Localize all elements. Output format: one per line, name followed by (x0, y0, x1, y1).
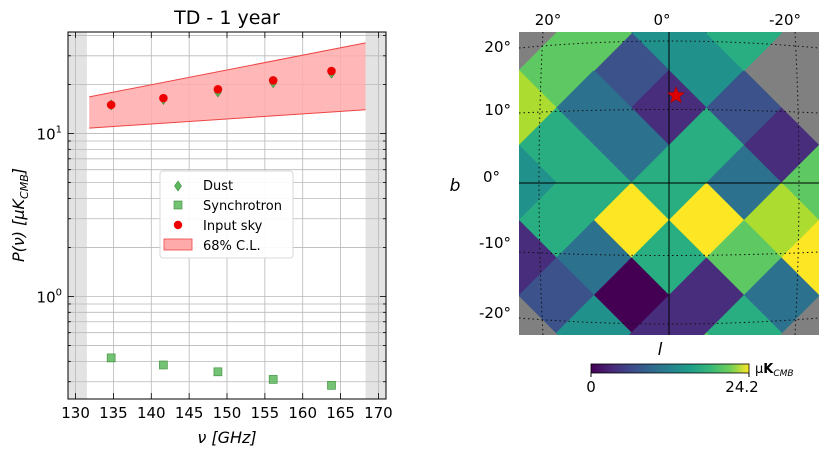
input-sky-point (268, 76, 278, 85)
x-tick-label: 135 (99, 404, 128, 422)
b-tick-20: 20° (484, 38, 511, 56)
legend-synchrotron-marker (173, 200, 183, 210)
x-tick-label: 170 (364, 404, 393, 422)
legend-box (159, 170, 294, 259)
cl-band-upper-edge (89, 42, 366, 98)
b-tick-0: 0° (483, 168, 500, 186)
y-tick-base: 10 (37, 126, 56, 144)
right-map: 20° 0° -20° 20° 10° 0° -10° -20° l b 0 2… (450, 11, 819, 446)
data-points (106, 66, 336, 390)
input-sky-point (106, 100, 116, 110)
input-sky-point (327, 66, 336, 76)
legend-dust-label: Dust (203, 179, 233, 194)
map-pixel (704, 32, 709, 34)
graticule-parallel-10 (519, 109, 819, 114)
cl-band-area (89, 42, 366, 129)
l-tick-minus20: -20° (769, 11, 801, 29)
x-tick-label: 155 (251, 404, 280, 422)
graticule (519, 32, 819, 335)
colorbar-max-label: 24.2 (725, 378, 758, 396)
left-chart: TD - 1 year 130 135 140 145 150 155 160 165 170 1… (9, 7, 393, 447)
map-pixel (555, 32, 633, 72)
legend-synchrotron-label: Synchrotron (203, 199, 282, 214)
graticule-parallel-minus10 (519, 251, 819, 256)
map-pixel (519, 219, 558, 297)
synchrotron-point (159, 360, 168, 370)
input-sky-point (213, 84, 223, 94)
b-tick-minus20: -20° (479, 304, 511, 322)
y-axis-label: P(ν) [μKCMB] (9, 168, 31, 262)
legend-input-sky-marker (173, 220, 183, 230)
b-tick-10: 10° (484, 101, 511, 119)
map-pixel (519, 69, 558, 147)
colorbar-unit: μKCMB (755, 362, 794, 379)
x-tick-label: 160 (288, 404, 317, 422)
synchrotron-point (327, 381, 336, 390)
x-tick-label: 165 (326, 404, 355, 422)
legend-input-sky-label: Input sky (203, 219, 263, 234)
map-x-axis-label: l (658, 340, 663, 360)
shaded-region-0 (68, 32, 87, 399)
legend-dust-marker (174, 180, 182, 192)
legend-cl-marker (163, 238, 193, 251)
map-pixel (705, 294, 783, 335)
graticule-parallel-minus20 (519, 317, 819, 325)
synchrotron-point (213, 367, 223, 377)
map-pixel (632, 371, 707, 446)
map-area (519, 32, 819, 446)
y-tick-exponent: 0 (56, 288, 62, 299)
x-tick-label: 140 (137, 404, 166, 422)
map-pixel (555, 294, 633, 335)
map-pixel (628, 332, 635, 335)
synchrotron-point (106, 353, 116, 363)
y-tick-exponent: 1 (56, 125, 62, 136)
legend-cl-label: 68% C.L. (203, 239, 261, 254)
chart-title: TD - 1 year (173, 7, 280, 29)
input-sky-point (159, 93, 168, 103)
colorbar-gradient (590, 363, 750, 374)
l-tick-0: 0° (653, 11, 670, 29)
x-tick-label: 145 (175, 404, 204, 422)
map-pixel (705, 32, 783, 72)
x-axis-label: ν [GHz] (197, 428, 256, 447)
confidence-band (89, 42, 366, 129)
shaded-regions (68, 32, 386, 399)
l-tick-20: 20° (535, 11, 562, 29)
y-tick-base: 10 (37, 289, 56, 307)
y-tick-label: 101 (37, 125, 62, 144)
graticule-parallel-20 (519, 40, 819, 49)
map-y-axis-label: b (450, 176, 461, 196)
legend: Dust Synchrotron Input sky 68% C.L. (159, 170, 294, 259)
cl-band-lower-edge (89, 109, 366, 129)
map-pixel (703, 332, 710, 335)
star-marker (666, 85, 686, 104)
x-tick-label: 150 (213, 404, 242, 422)
map-tick-labels: 20° 0° -20° 20° 10° 0° -10° -20° (479, 11, 801, 322)
x-tick-label: 130 (61, 404, 90, 422)
shaded-region-1 (365, 32, 386, 399)
y-tick-label: 100 (37, 288, 62, 307)
map-pixel (780, 219, 819, 297)
b-tick-minus10: -10° (479, 234, 511, 252)
colorbar: 0 24.2 μKCMB (586, 362, 793, 396)
synchrotron-point (268, 375, 278, 384)
colorbar-min-label: 0 (586, 378, 596, 396)
